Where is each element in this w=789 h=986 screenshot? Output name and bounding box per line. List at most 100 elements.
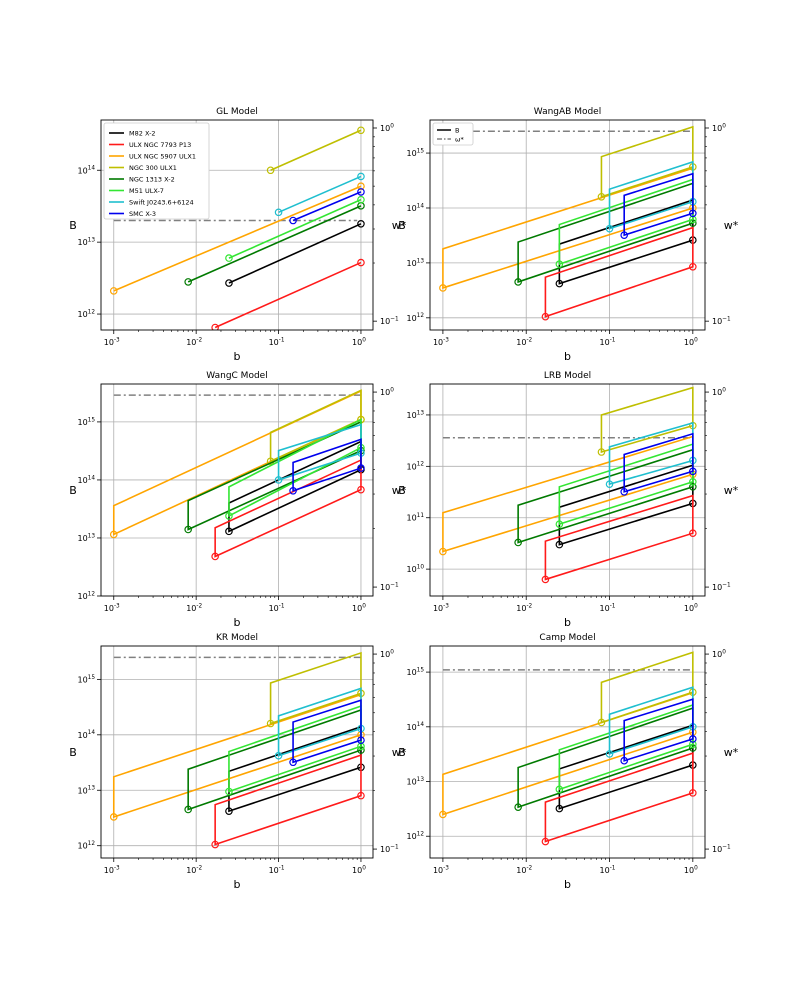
series-start-marker [555,785,564,794]
y-tick-label: 1013 [406,410,424,420]
legend-label: M82 X-2 [129,130,156,138]
y2-tick-label: 10−1 [380,582,399,592]
legend-box [103,122,210,220]
panel-gl-model: 10-3 10-2 10-1 100 1012 1013 1014 100 10−1 GL Mod… [69,107,407,363]
series-start-marker [597,718,606,727]
plot-area [109,651,365,849]
series-start-marker [184,805,192,814]
series-ngc-300-ulx1 [597,125,697,201]
series-start-marker [289,486,297,495]
y-tick-label: 1010 [406,565,424,575]
x-tick-label: 10-3 [433,603,449,613]
series-smc-x-3 [620,172,697,239]
y-tick-label: 1013 [77,238,95,248]
series-line [228,198,362,259]
axes-frame [100,645,374,859]
series-start-marker [439,810,447,819]
x-tick-label: 100 [684,865,698,875]
plot-area [109,126,365,330]
series-end-marker [689,467,697,476]
x-axis-label: b [234,350,241,363]
series-end-marker [689,209,697,218]
series-start-marker [514,538,522,547]
y-tick-label: 1012 [406,313,424,323]
series-start-marker [514,803,522,811]
series-end-marker [357,736,365,744]
legend: M82 X-2 ULX NGC 7793 P13 ULX NGC 5907 ULX1… [103,122,210,220]
x-tick-label: 10-2 [516,603,532,613]
series-start-marker [555,804,564,813]
series-ngc-1313-x-2 [514,448,697,547]
series-box [623,432,694,493]
x-tick-label: 100 [352,603,366,613]
y2-tick-label: 100 [380,123,394,133]
axes-frame [100,383,374,597]
series-box [187,708,362,811]
panel-lrb-model: 10-3 10-2 10-1 100 1010 1011 1012 1013 100 10−1 LR… [398,371,739,629]
series-end-marker [357,485,365,494]
y-tick-label: 1013 [77,786,95,796]
y-axis-label: B [398,484,406,497]
series-box [517,706,694,809]
series-end-marker [357,464,365,472]
series-box [292,699,362,764]
series-end-marker [689,478,697,486]
series-box [517,182,694,284]
y-tick-label: 1012 [77,591,95,601]
y2-tick-label: 100 [712,649,726,659]
series-box [600,125,694,198]
x-tick-label: 10-2 [186,865,202,875]
x-axis-label: b [564,350,571,363]
y2-tick-label: 100 [380,649,394,659]
series-box [292,438,362,492]
legend-label: NGC 1313 X-2 [129,176,175,184]
series-line [187,205,362,283]
series-start-marker [555,260,564,268]
series-box [228,440,362,533]
y-tick-label: 1015 [406,148,424,158]
series-end-marker [357,258,365,267]
series-box [544,226,694,318]
x-tick-label: 100 [684,337,698,347]
y2-tick-label: 10−1 [712,582,731,592]
series-start-marker [555,520,564,528]
series-end-marker [689,740,697,749]
series-start-marker [109,287,118,295]
series-end-marker [689,482,697,491]
legend-label: ULX NGC 7793 P13 [129,141,191,149]
x-tick-label: 10-2 [516,865,532,875]
y-tick-label: 1013 [406,258,424,268]
series-ulx-ngc-7793-p13 [541,752,697,846]
y-tick-label: 1015 [406,668,424,678]
plot-area [439,651,697,846]
y-axis-label: B [69,746,77,759]
x-tick-label: 10-1 [600,865,616,875]
series-ngc-300-ulx1 [597,651,697,727]
series-m82-x-2 [555,464,697,549]
panel-title: WangC Model [206,371,267,381]
legend-label: ULX NGC 5907 ULX1 [129,153,196,161]
series-start-marker [605,224,614,233]
x-tick-label: 100 [684,603,698,613]
x-axis-label: b [234,616,241,629]
series-end-marker [357,182,365,191]
x-tick-label: 10-3 [104,865,120,875]
series-ngc-1313-x-2 [184,708,365,814]
series-box [600,651,694,724]
series-end-marker [689,262,697,271]
panel-title: KR Model [216,633,258,643]
legend-label: B [455,127,459,135]
y2-tick-label: 100 [380,387,394,397]
panel-kr-model: 10-3 10-2 10-1 100 1012 1013 1014 1015 100 10−1 KR… [69,633,407,891]
panel-title: GL Model [216,107,258,117]
grid [101,384,373,597]
y2-tick-label: 100 [712,123,726,133]
series-m51-ulx-7 [225,195,365,262]
series-end-marker [357,172,365,181]
series-start-marker [289,758,297,767]
plot-area [439,125,697,321]
series-line [270,129,362,171]
series-start-marker [541,837,550,846]
series-box [623,172,694,237]
